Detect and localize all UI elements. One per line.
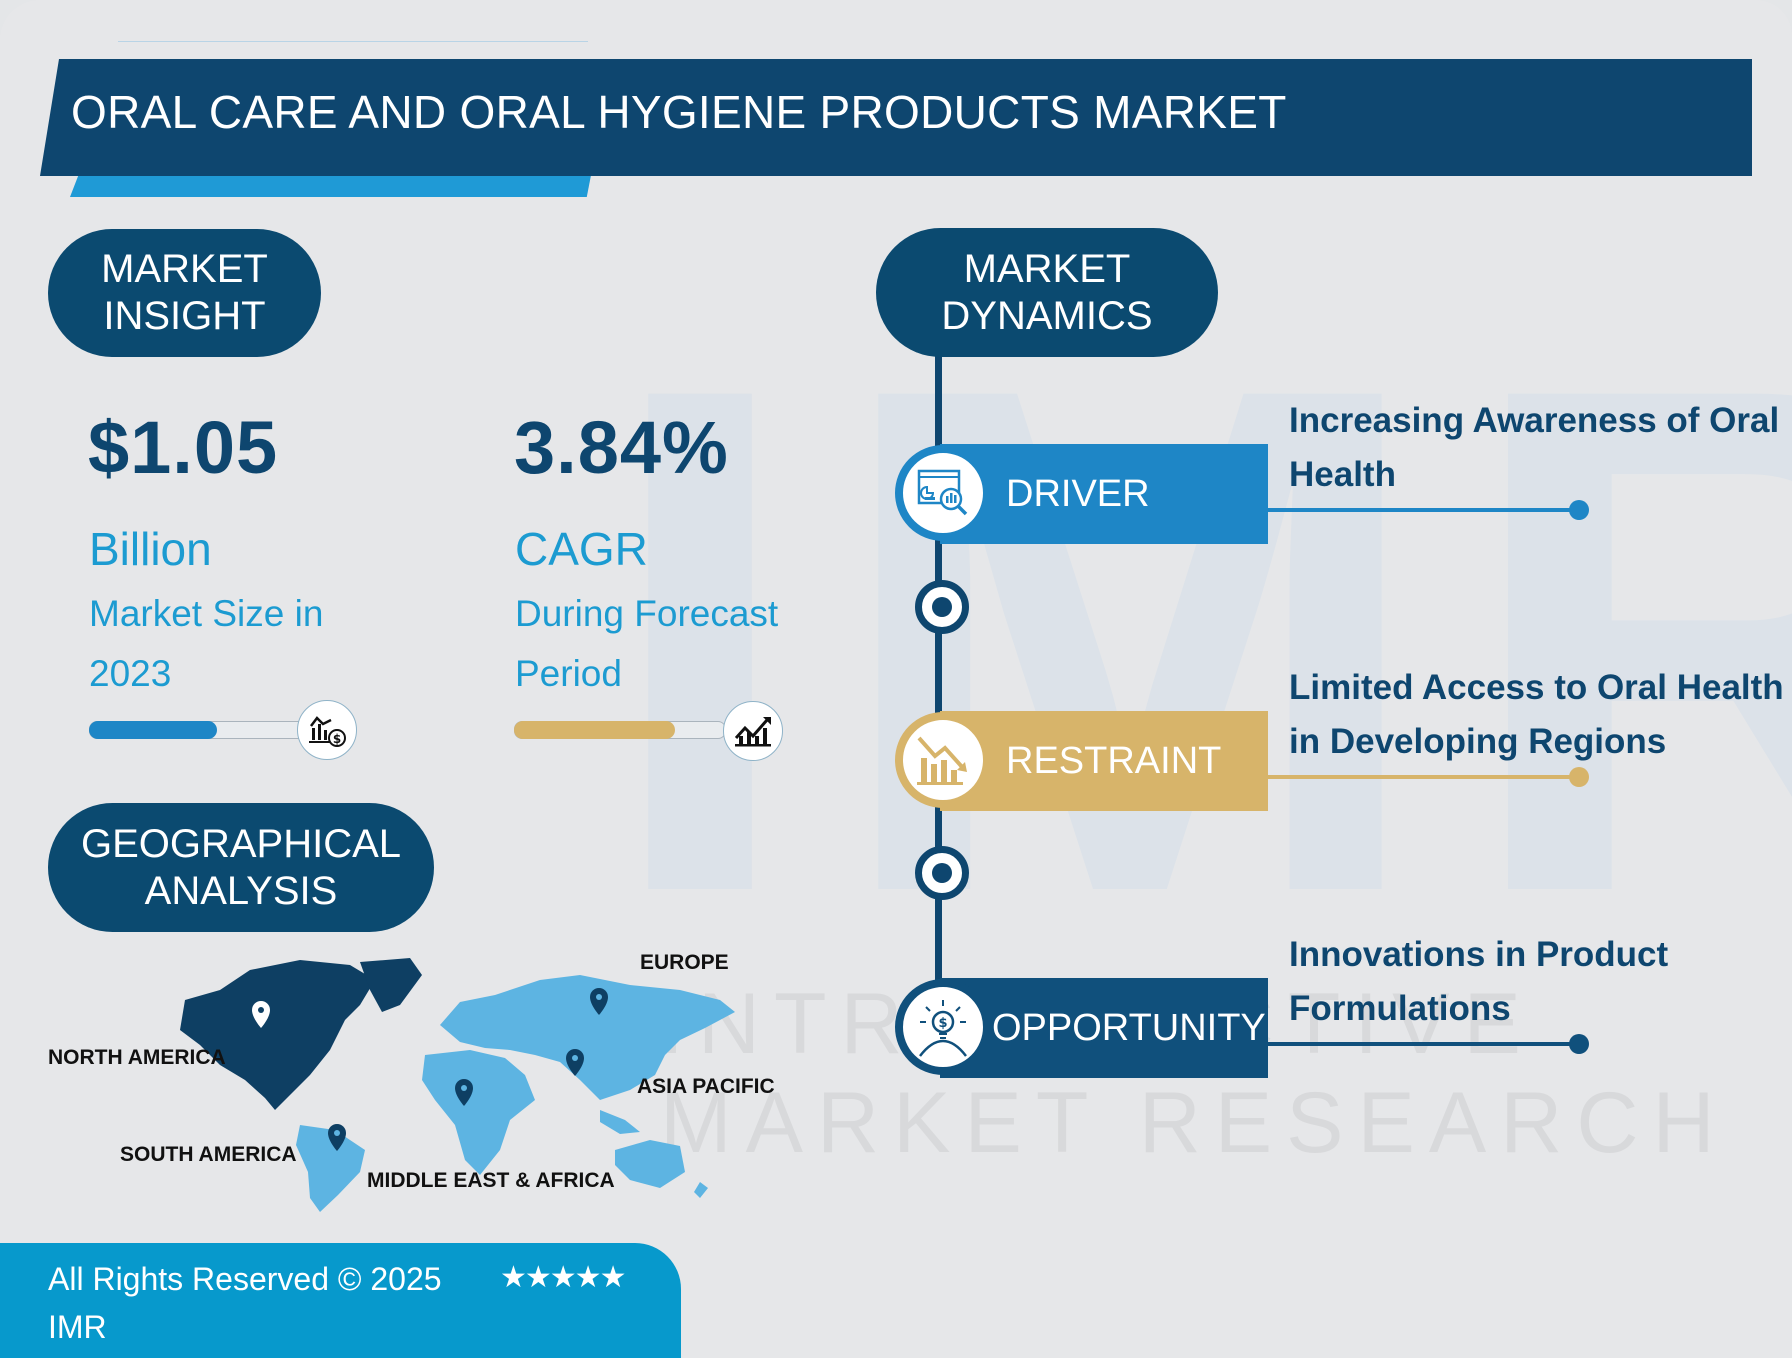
restraint-description: Limited Access to Oral Health in Develop… [1289, 661, 1784, 769]
cagr-progress-fill [514, 721, 675, 739]
region-label-europe: EUROPE [640, 951, 729, 974]
title-bar [40, 59, 1752, 176]
market-insight-heading: MARKET INSIGHT [48, 229, 321, 357]
text-line: Formulations [1289, 989, 1511, 1028]
opportunity-connector [1268, 1042, 1578, 1046]
geographical-analysis-heading: GEOGRAPHICAL ANALYSIS [48, 803, 434, 932]
driver-description: Increasing Awareness of Oral Health [1289, 394, 1779, 502]
market-size-desc: Market Size in 2023 [89, 584, 323, 704]
cagr-value: 3.84% [514, 406, 729, 489]
text-line: Innovations in Product [1289, 935, 1669, 974]
watermark-logo: IMR [600, 237, 1792, 1042]
location-pin-icon [252, 1001, 270, 1028]
driver-connector [1268, 508, 1578, 512]
region-label-middle-east-africa: MIDDLE EAST & AFRICA [367, 1169, 615, 1192]
heading-line: DYNAMICS [941, 293, 1153, 338]
page-title: ORAL CARE AND ORAL HYGIENE PRODUCTS MARK… [71, 86, 1287, 138]
location-pin-icon [328, 1124, 346, 1151]
opportunity-bar: OPPORTUNITY [940, 978, 1268, 1078]
rating-stars-icon: ★★★★★ [500, 1261, 626, 1294]
growth-chart-icon [723, 701, 783, 761]
opportunity-label: OPPORTUNITY [992, 1006, 1266, 1049]
chart-dollar-icon: $ [297, 700, 357, 760]
opportunity-description: Innovations in Product Formulations [1289, 928, 1668, 1036]
market-size-value: $1.05 [88, 406, 279, 489]
restraint-label: RESTRAINT [1006, 739, 1222, 782]
cagr-unit: CAGR [515, 523, 648, 575]
market-size-progress-fill [89, 721, 217, 739]
heading-line: INSIGHT [103, 294, 266, 338]
brand-name: IMR [48, 1309, 107, 1345]
opportunity-connector-dot [1569, 1034, 1589, 1054]
timeline-node [915, 846, 969, 900]
heading-line: MARKET [963, 246, 1131, 291]
analytics-magnifier-icon [895, 445, 991, 541]
desc-line: Period [515, 653, 622, 694]
timeline-line [935, 350, 942, 1050]
heading-line: GEOGRAPHICAL [80, 821, 402, 866]
region-label-asia-pacific: ASIA PACIFIC [637, 1075, 775, 1098]
location-pin-icon [566, 1049, 584, 1076]
world-map [180, 958, 735, 1212]
location-pin-icon [455, 1079, 473, 1106]
desc-line: Market Size in [89, 593, 324, 634]
restraint-connector-dot [1569, 767, 1589, 787]
copyright: All Rights Reserved © 2025 [48, 1261, 442, 1297]
region-label-north-america: NORTH AMERICA [48, 1046, 226, 1069]
heading-line: MARKET [101, 247, 268, 291]
market-dynamics-heading: MARKET DYNAMICS [876, 228, 1218, 357]
text-line: in Developing Regions [1289, 722, 1667, 761]
cagr-desc: During Forecast Period [515, 584, 778, 704]
heading-line: ANALYSIS [144, 868, 338, 913]
text-line: Health [1289, 455, 1396, 494]
timeline-node [915, 580, 969, 634]
footer [0, 1243, 681, 1358]
text-line: Increasing Awareness of Oral [1289, 401, 1780, 440]
location-pin-icon [590, 988, 608, 1015]
footer-text: All Rights Reserved © 2025 IMR [48, 1255, 442, 1351]
market-size-unit: Billion [89, 523, 212, 575]
desc-line: During Forecast [515, 593, 779, 634]
region-label-south-america: SOUTH AMERICA [120, 1143, 297, 1166]
restraint-bar: RESTRAINT [940, 711, 1268, 811]
idea-dollar-icon: $ [895, 979, 991, 1075]
driver-label: DRIVER [1006, 472, 1150, 515]
desc-line: 2023 [89, 653, 172, 694]
driver-connector-dot [1569, 500, 1589, 520]
svg-text:$: $ [333, 732, 341, 746]
svg-text:$: $ [938, 1016, 947, 1031]
restraint-connector [1268, 775, 1578, 779]
declining-chart-icon [895, 712, 991, 808]
title-accent-line [118, 41, 588, 42]
text-line: Limited Access to Oral Health [1289, 668, 1784, 707]
driver-bar: DRIVER [940, 444, 1268, 544]
